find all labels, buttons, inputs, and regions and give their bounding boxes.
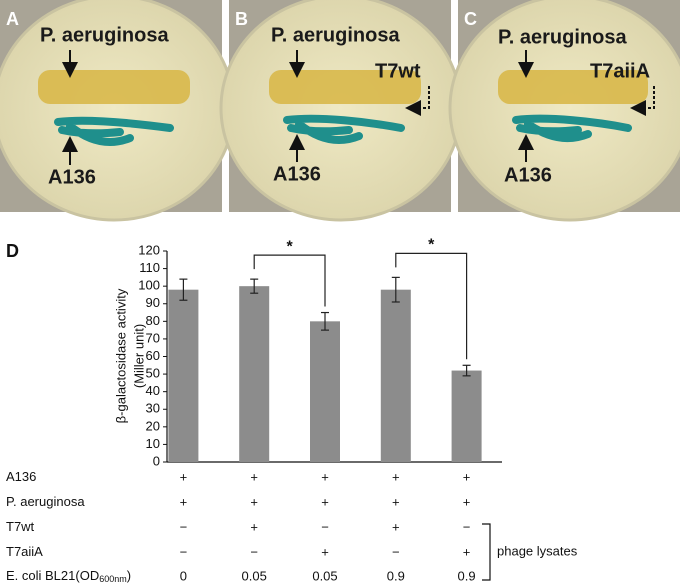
cell: −: [180, 544, 188, 559]
cell: 0.05: [312, 568, 337, 583]
bar: [168, 289, 199, 462]
plate-label: A136: [48, 166, 96, 188]
significance-bracket: [253, 254, 326, 307]
bar: [310, 321, 340, 462]
cell: +: [180, 494, 188, 509]
y-axis-label: (Miller unit): [131, 324, 146, 388]
row-label: P. aeruginosa: [6, 494, 85, 509]
cell: +: [321, 494, 329, 509]
row-label-text: A136: [6, 469, 36, 484]
cell: −: [392, 544, 400, 559]
panel-label: B: [235, 9, 248, 29]
row-label: E. coli BL21(OD600nm): [6, 568, 131, 584]
y-tick-label: 60: [146, 348, 160, 363]
cell: +: [250, 519, 258, 534]
bracket: [482, 523, 491, 581]
panel-c: C P. aeruginosa T7aiiA A136: [448, 0, 680, 222]
plate-label: A136: [504, 164, 552, 186]
y-axis-label: β-galactosidase activity: [113, 288, 128, 423]
cell: +: [463, 494, 471, 509]
error-bar: [321, 311, 329, 331]
cell: +: [463, 469, 471, 484]
plate-label: P. aeruginosa: [40, 24, 169, 46]
error-bar: [462, 364, 471, 377]
cell: −: [180, 519, 188, 534]
y-tick-label: 80: [146, 313, 160, 328]
plate-label: A136: [273, 163, 321, 185]
cell: +: [392, 494, 400, 509]
row-label-text: P. aeruginosa: [6, 494, 85, 509]
row-label: T7aiiA: [6, 544, 43, 559]
plate-label: T7wt: [375, 60, 421, 82]
cell: +: [321, 469, 329, 484]
error-bar: [179, 278, 188, 301]
error-bar: [391, 276, 400, 303]
bar: [239, 286, 270, 462]
panel-b: B P. aeruginosa T7wt A136: [219, 0, 463, 222]
plate-label: P. aeruginosa: [271, 24, 400, 46]
row-label: T7wt: [6, 519, 35, 534]
cell: +: [180, 469, 188, 484]
cell: +: [250, 494, 258, 509]
panel-label: A: [6, 9, 19, 29]
y-tick-label: 10: [146, 436, 160, 451]
significance-label: *: [286, 238, 293, 255]
bracket-label: phage lysates: [497, 543, 578, 558]
cell: +: [250, 469, 258, 484]
bar: [380, 289, 411, 462]
cell: −: [463, 519, 471, 534]
cell: −: [321, 519, 329, 534]
cell: −: [250, 544, 258, 559]
error-bar: [250, 278, 259, 294]
cell: 0.9: [458, 568, 476, 583]
cell: +: [392, 519, 400, 534]
cell: 0.05: [242, 568, 267, 583]
row-label-text: E. coli BL21(OD: [6, 568, 99, 583]
panel-label: D: [6, 241, 19, 261]
y-tick-label: 100: [138, 278, 160, 293]
significance-bracket: [395, 252, 468, 360]
panel-a: A P. aeruginosa A136: [0, 0, 236, 222]
y-tick-label: 30: [146, 401, 160, 416]
row-label-sub: 600nm: [99, 574, 127, 584]
row-label: A136: [6, 469, 36, 484]
y-tick-label: 40: [146, 383, 160, 398]
y-tick-label: 50: [146, 366, 160, 381]
row-label-end: ): [127, 568, 131, 583]
cell: 0.9: [387, 568, 405, 583]
y-tick-label: 70: [146, 330, 160, 345]
cell: +: [463, 544, 471, 559]
y-tick-label: 110: [139, 260, 160, 275]
row-label-text: T7aiiA: [6, 544, 43, 559]
plate-label: T7aiiA: [590, 60, 650, 82]
plate-label: P. aeruginosa: [498, 26, 627, 48]
row-label-text: T7wt: [6, 519, 35, 534]
y-tick-label: 0: [153, 453, 160, 468]
cell: +: [321, 544, 329, 559]
bar: [451, 370, 482, 462]
panel-label: C: [464, 9, 477, 29]
cell: +: [392, 469, 400, 484]
significance-label: *: [428, 237, 435, 254]
y-tick-label: 120: [138, 242, 160, 257]
cell: 0: [180, 568, 187, 583]
y-tick-label: 90: [146, 295, 160, 310]
y-tick-label: 20: [146, 418, 160, 433]
